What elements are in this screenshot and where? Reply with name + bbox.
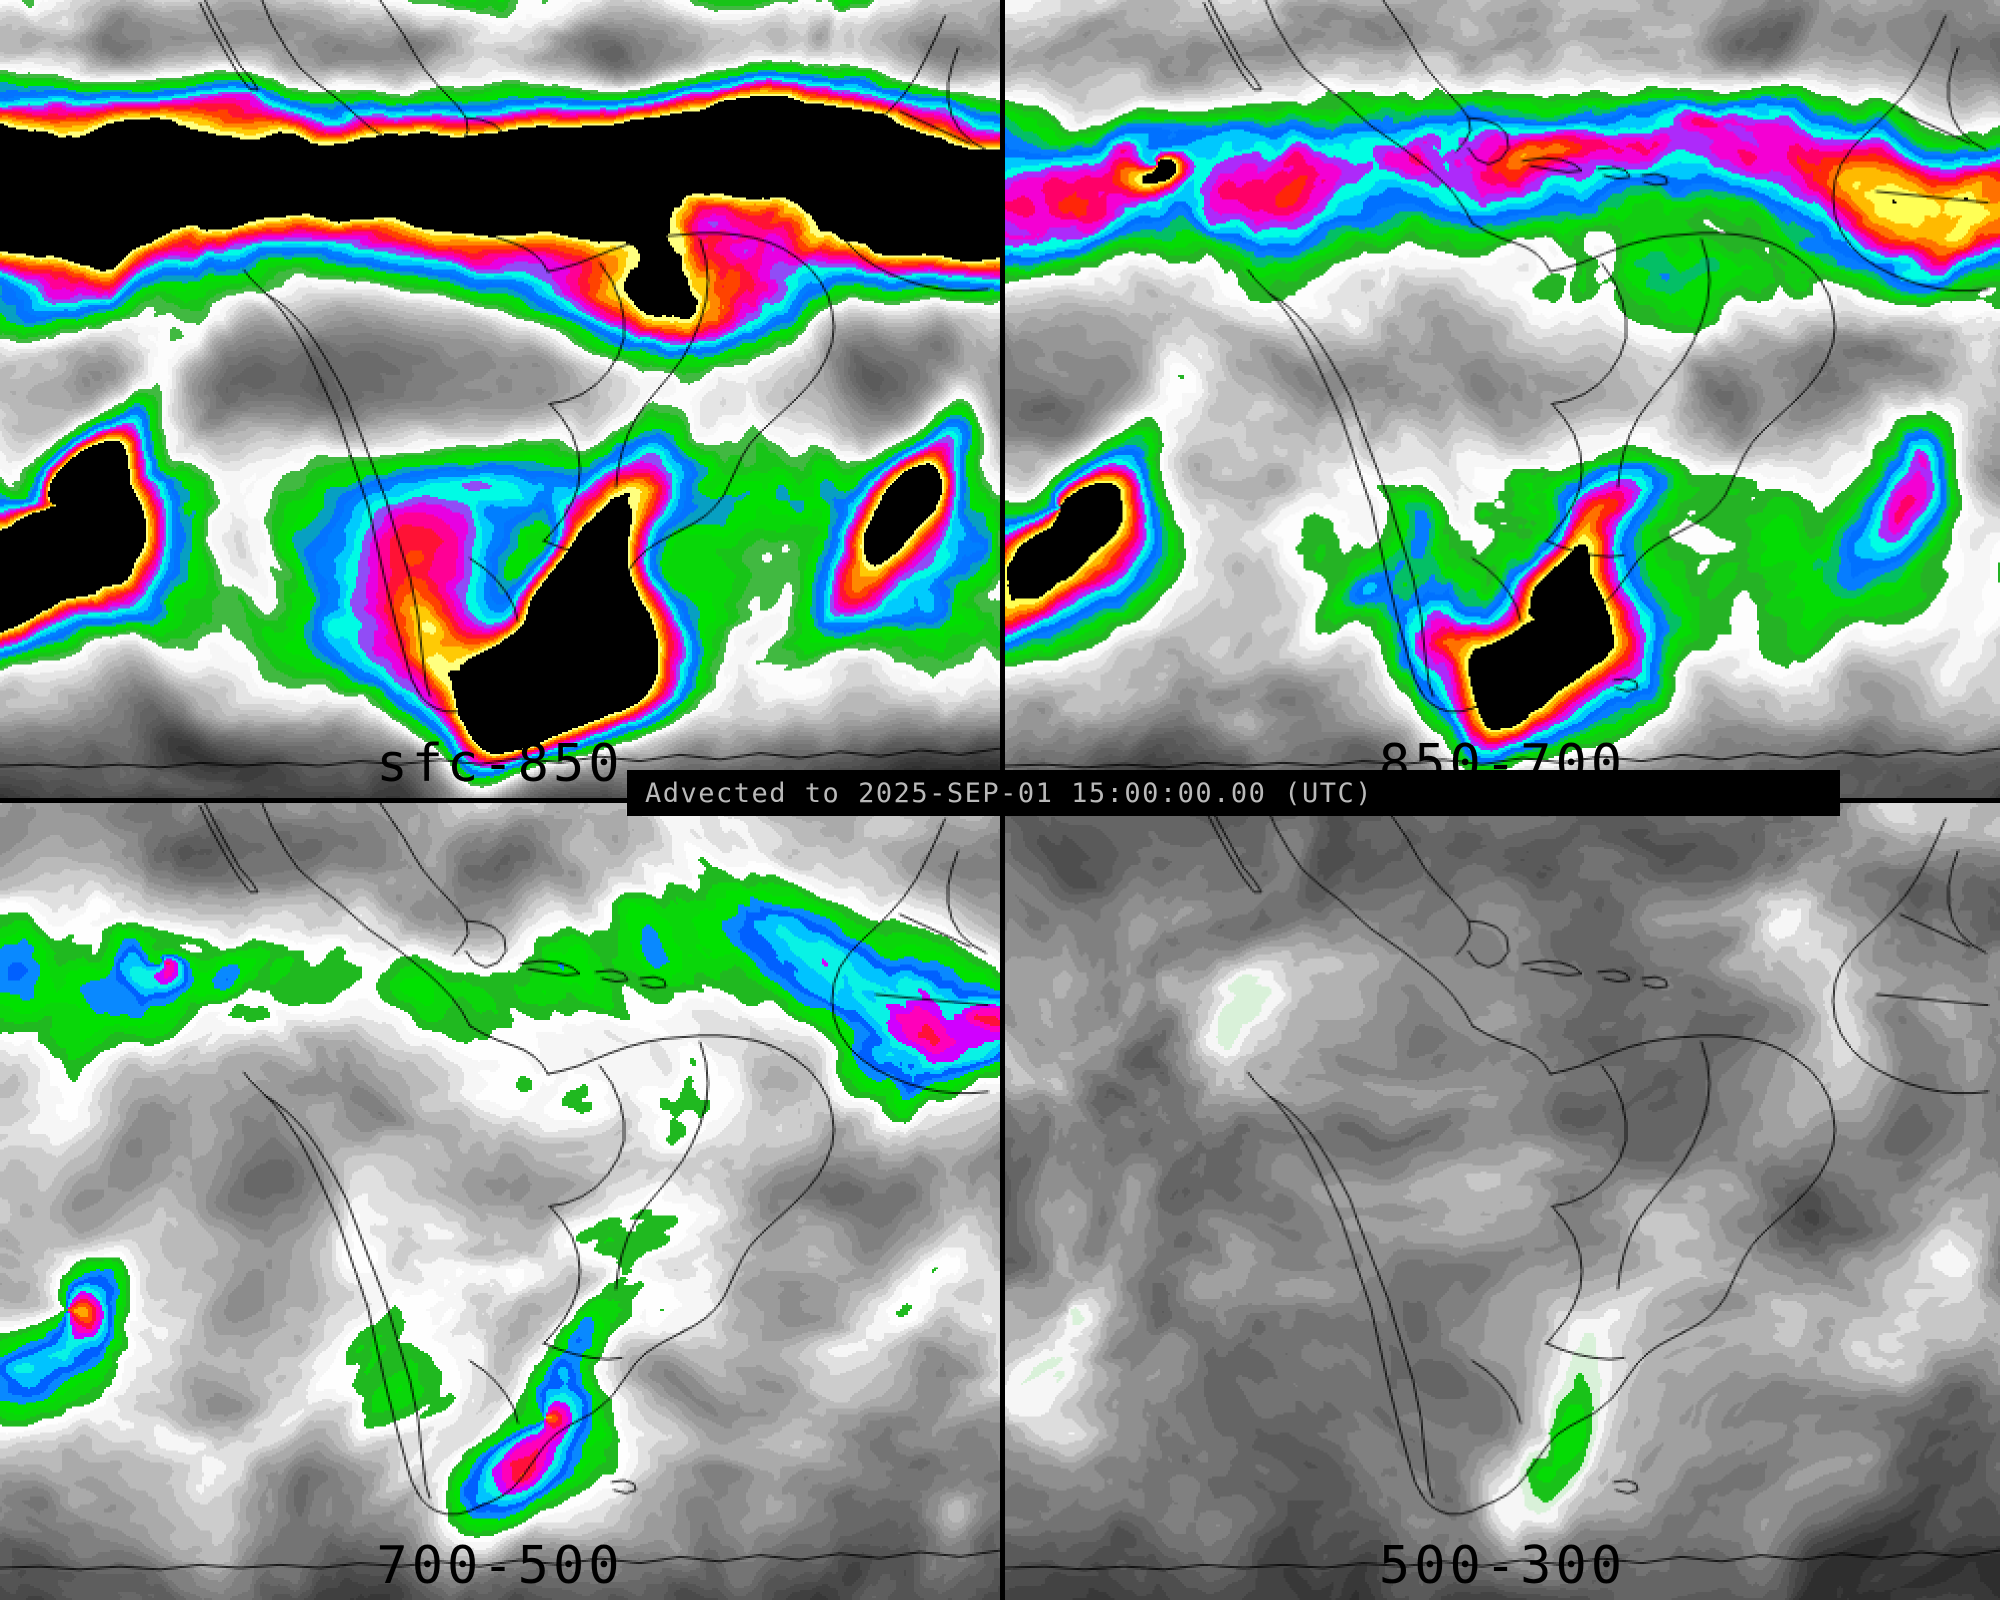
timestamp-bar: Advected to 2025-SEP-01 15:00:00.00 (UTC… bbox=[627, 770, 1840, 816]
panel-850-700[interactable]: 850-700 bbox=[1005, 0, 2000, 798]
field-700-500 bbox=[0, 803, 1000, 1600]
panel-500-300[interactable]: 500-300 bbox=[1005, 803, 2000, 1600]
panel-700-500[interactable]: 700-500 bbox=[0, 803, 1000, 1600]
timestamp-label: Advected to 2025-SEP-01 15:00:00.00 (UTC… bbox=[645, 777, 1373, 809]
field-sfc-850 bbox=[0, 0, 1000, 798]
panel-sfc-850[interactable]: sfc-850 bbox=[0, 0, 1000, 798]
field-850-700 bbox=[1005, 0, 2000, 798]
field-500-300 bbox=[1005, 803, 2000, 1600]
